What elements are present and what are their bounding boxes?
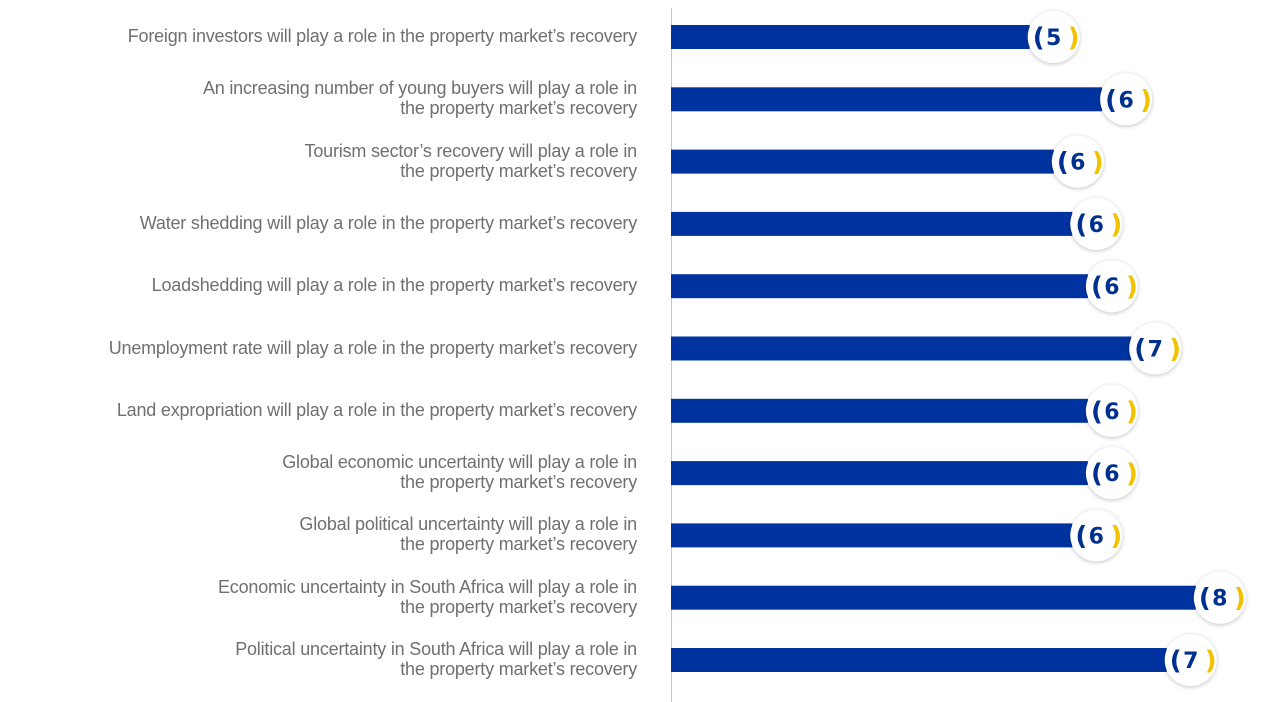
value-badge bbox=[1085, 447, 1138, 500]
bar bbox=[671, 25, 1030, 49]
category-label: Global political uncertainty will play a… bbox=[299, 514, 637, 555]
bar bbox=[671, 87, 1103, 112]
value-badge bbox=[1193, 571, 1246, 624]
category-label: Global economic uncertainty will play a … bbox=[282, 452, 637, 493]
value-label: 5 bbox=[1046, 26, 1061, 51]
bar bbox=[671, 336, 1132, 361]
value-label: 6 bbox=[1104, 275, 1119, 300]
value-badge bbox=[1085, 384, 1138, 437]
bar bbox=[671, 523, 1073, 548]
value-badge bbox=[1164, 634, 1217, 686]
paren-right: ) bbox=[1140, 85, 1152, 115]
bar bbox=[671, 211, 1073, 236]
bar bbox=[671, 461, 1088, 486]
paren-left: ( bbox=[1091, 459, 1103, 489]
value-label: 6 bbox=[1070, 151, 1085, 176]
value-label: 7 bbox=[1183, 649, 1198, 674]
value-badge bbox=[1129, 322, 1182, 375]
paren-left: ( bbox=[1075, 210, 1087, 240]
value-badge bbox=[1085, 260, 1138, 313]
category-label: Land expropriation will play a role in t… bbox=[116, 399, 637, 420]
bar bbox=[671, 648, 1167, 672]
category-label: Tourism sector’s recovery will play a ro… bbox=[304, 140, 638, 181]
paren-right: ) bbox=[1068, 23, 1080, 53]
paren-left: ( bbox=[1170, 646, 1182, 676]
value-label: 6 bbox=[1104, 400, 1119, 425]
value-badge bbox=[1051, 135, 1104, 188]
paren-right: ) bbox=[1126, 272, 1138, 302]
value-label: 6 bbox=[1118, 88, 1133, 113]
paren-right: ) bbox=[1110, 521, 1122, 551]
paren-right: ) bbox=[1205, 646, 1217, 676]
paren-left: ( bbox=[1134, 335, 1146, 365]
paren-left: ( bbox=[1105, 85, 1117, 115]
value-label: 6 bbox=[1089, 524, 1104, 549]
paren-left: ( bbox=[1057, 148, 1069, 178]
paren-left: ( bbox=[1199, 584, 1211, 614]
category-label: Loadshedding will play a role in the pro… bbox=[151, 275, 638, 296]
bar bbox=[671, 398, 1088, 423]
paren-right: ) bbox=[1110, 210, 1122, 240]
paren-left: ( bbox=[1075, 521, 1087, 551]
category-label: An increasing number of young buyers wil… bbox=[202, 78, 637, 119]
value-badge bbox=[1070, 197, 1123, 250]
bar bbox=[671, 149, 1054, 174]
paren-right: ) bbox=[1092, 148, 1104, 178]
bar bbox=[671, 585, 1196, 610]
paren-right: ) bbox=[1126, 397, 1138, 427]
value-badge bbox=[1100, 73, 1153, 126]
value-label: 8 bbox=[1212, 587, 1227, 612]
paren-left: ( bbox=[1091, 272, 1103, 302]
paren-left: ( bbox=[1033, 23, 1045, 53]
value-badge bbox=[1027, 11, 1080, 63]
paren-left: ( bbox=[1091, 397, 1103, 427]
value-label: 7 bbox=[1148, 338, 1163, 363]
category-label: Political uncertainty in South Africa wi… bbox=[235, 639, 637, 679]
value-label: 6 bbox=[1089, 213, 1104, 238]
value-label: 6 bbox=[1104, 462, 1119, 487]
value-badge bbox=[1070, 509, 1123, 562]
category-label: Water shedding will play a role in the p… bbox=[139, 212, 637, 233]
category-label: Foreign investors will play a role in th… bbox=[127, 26, 637, 46]
paren-right: ) bbox=[1126, 459, 1138, 489]
category-label: Unemployment rate will play a role in th… bbox=[108, 337, 637, 358]
category-label: Economic uncertainty in South Africa wil… bbox=[217, 576, 637, 617]
paren-right: ) bbox=[1169, 335, 1181, 365]
paren-right: ) bbox=[1234, 584, 1246, 614]
bar bbox=[671, 274, 1088, 299]
